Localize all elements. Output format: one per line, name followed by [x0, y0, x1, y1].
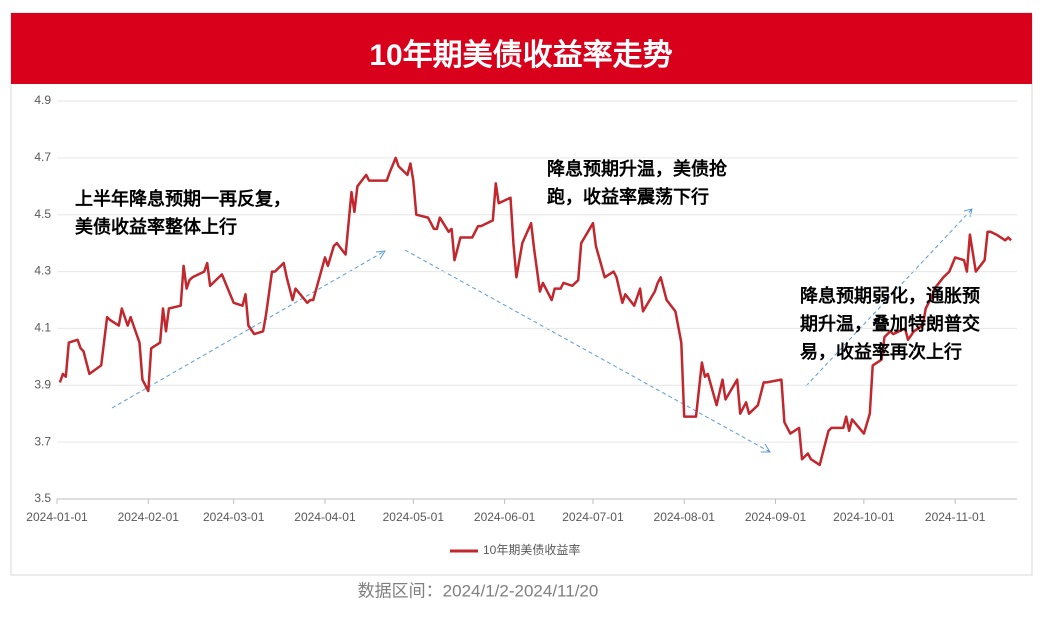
y-tick-label: 4.5 — [34, 207, 51, 221]
trend-arrow — [111, 250, 386, 409]
annotation: 美债收益率整体上行 — [75, 216, 237, 237]
x-tick-label: 2024-11-01 — [925, 510, 986, 524]
annotation: 跑，收益率震荡下行 — [547, 186, 709, 207]
y-tick-label: 4.3 — [34, 264, 51, 278]
annotation: 易，收益率再次上行 — [800, 341, 962, 362]
x-tick-label: 2024-09-01 — [745, 510, 807, 524]
x-tick-label: 2024-08-01 — [654, 510, 716, 524]
chart-title: 10年期美债收益率走势 — [369, 38, 672, 72]
x-tick-label: 2024-01-01 — [26, 510, 88, 524]
trend-arrow — [805, 208, 973, 387]
x-tick-label: 2024-04-01 — [294, 510, 356, 524]
y-tick-label: 4.7 — [34, 150, 51, 164]
annotation: 期升温，叠加特朗普交 — [800, 313, 980, 334]
y-tick-label: 3.9 — [34, 377, 51, 391]
subtitle: 数据区间：2024/1/2-2024/11/20 — [358, 581, 599, 600]
y-tick-label: 3.7 — [34, 434, 51, 448]
trend-arrows — [111, 208, 973, 453]
legend-label: 10年期美债收益率 — [483, 542, 580, 557]
title-banner — [11, 13, 1032, 84]
y-tick-label: 4.9 — [34, 93, 51, 107]
x-tick-label: 2024-10-01 — [833, 510, 895, 524]
y-tick-label: 4.1 — [34, 321, 51, 335]
arrow-head — [761, 443, 771, 453]
x-tick-label: 2024-06-01 — [474, 510, 536, 524]
annotation: 上半年降息预期一再反复， — [75, 188, 291, 209]
x-tick-label: 2024-02-01 — [118, 510, 180, 524]
arrow-head — [375, 250, 386, 260]
x-tick-label: 2024-07-01 — [562, 510, 624, 524]
series-line — [58, 156, 1012, 467]
x-tick-label: 2024-03-01 — [203, 510, 265, 524]
annotation: 降息预期升温，美债抢 — [547, 158, 728, 179]
annotation: 降息预期弱化，通胀预 — [800, 285, 980, 306]
x-tick-label: 2024-05-01 — [383, 510, 445, 524]
y-tick-label: 3.5 — [34, 491, 51, 505]
